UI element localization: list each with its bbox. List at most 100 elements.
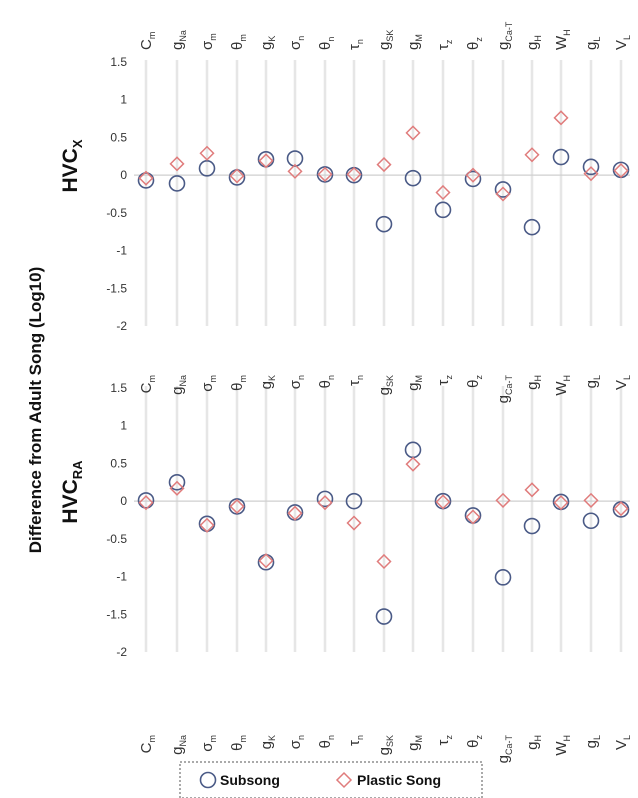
category-base: g <box>495 42 512 50</box>
y-tick-label: 1 <box>120 93 127 107</box>
category-subscript: z <box>474 735 484 740</box>
category-subscript: L <box>622 375 632 380</box>
category-base: g <box>169 42 186 50</box>
category-label-2-1: gNa <box>169 735 188 755</box>
category-base: g <box>169 747 186 755</box>
plastic-song-point <box>346 166 362 182</box>
category-label-0-13: gH <box>524 35 543 50</box>
category-subscript: SK <box>385 735 395 747</box>
category-label-1-6: θn <box>317 375 336 388</box>
category-label-2-10: τz <box>435 735 454 746</box>
category-base: g <box>405 42 422 50</box>
subsong-point <box>137 492 155 509</box>
category-label-1-11: θz <box>465 375 484 388</box>
category-subscript: M <box>414 735 424 743</box>
plastic-song-point <box>435 494 451 510</box>
category-label-1-7: τn <box>346 375 365 386</box>
subsong-point <box>404 169 422 187</box>
category-base: g <box>405 383 422 391</box>
subsong-point <box>168 473 186 491</box>
subsong-point <box>316 490 334 508</box>
category-label-1-16: VL <box>613 375 632 390</box>
category-label-2-14: WH <box>553 735 572 756</box>
category-subscript: L <box>622 735 632 740</box>
plastic-song-point <box>317 495 333 511</box>
panel-label-subscript: X <box>70 139 85 148</box>
category-label-2-9: gM <box>405 735 424 751</box>
category-base: g <box>524 742 541 750</box>
plastic-song-point <box>287 163 303 179</box>
panel-label: HVCX <box>59 139 85 192</box>
category-label-0-4: gK <box>258 36 277 50</box>
category-base: g <box>495 395 512 403</box>
category-label-0-9: gM <box>405 34 424 50</box>
plastic-song-point <box>553 110 569 126</box>
category-base: τ <box>346 740 363 746</box>
category-base: σ <box>199 40 216 50</box>
category-subscript: z <box>444 39 454 44</box>
category-label-0-0: Cm <box>138 32 157 50</box>
plastic-song-point <box>229 168 245 184</box>
category-subscript: K <box>267 375 277 381</box>
category-label-0-1: gNa <box>169 30 188 50</box>
category-subscript: n <box>355 375 365 380</box>
category-label-1-1: gNa <box>169 375 188 395</box>
category-subscript: n <box>355 735 365 740</box>
panel-label-base: HVC <box>59 148 82 192</box>
category-base: θ <box>229 42 246 50</box>
subsong-point <box>375 215 393 233</box>
category-base: σ <box>287 379 304 389</box>
plastic-song-point <box>199 145 215 161</box>
category-label-2-8: gSK <box>376 735 395 755</box>
category-label-2-3: θm <box>229 735 248 751</box>
panel-ra: 1.5 1 0.5 0 -0.5 -1 -1.5 -2 HVCRA <box>59 381 630 659</box>
legend-box <box>179 761 483 798</box>
category-label-1-14: WH <box>553 375 572 396</box>
category-base: C <box>138 39 155 50</box>
category-subscript: z <box>444 735 454 740</box>
category-label-2-5: σn <box>287 735 306 749</box>
category-label-2-6: θn <box>317 735 336 748</box>
category-base: g <box>376 42 393 50</box>
category-label-1-0: Cm <box>138 375 157 393</box>
plastic-song-point <box>258 553 274 569</box>
category-base: W <box>553 741 570 756</box>
category-base: σ <box>199 742 216 752</box>
plastic-song-point <box>524 482 540 498</box>
category-base: τ <box>435 739 452 745</box>
category-label-2-7: τn <box>346 735 365 746</box>
category-subscript: M <box>414 34 424 42</box>
panel-label-subscript: RA <box>70 460 85 479</box>
plastic-song-point <box>376 157 392 173</box>
plastic-song-point <box>376 553 392 570</box>
category-subscript: m <box>238 34 248 42</box>
category-subscript: K <box>267 36 277 42</box>
category-subscript: SK <box>385 30 395 42</box>
category-label-1-3: θm <box>229 375 248 391</box>
category-subscript: m <box>238 375 248 383</box>
y-tick-label: -0.5 <box>106 532 127 546</box>
category-base: θ <box>317 380 334 388</box>
category-base: g <box>524 382 541 390</box>
category-subscript: n <box>296 375 306 380</box>
series-plastic-song <box>138 110 629 202</box>
panel-label: HVCRA <box>59 460 85 524</box>
category-base: τ <box>346 44 363 50</box>
category-subscript: m <box>238 735 248 743</box>
plastic-song-point <box>435 184 451 201</box>
category-base: g <box>376 747 393 755</box>
y-tick-label: -1 <box>116 244 127 258</box>
legend-plastic-label: Plastic Song <box>357 772 441 788</box>
panel-x: 1.5 1 0.5 0 -0.5 -1 -1.5 -2 HVCX <box>59 55 630 333</box>
category-base: θ <box>465 42 482 50</box>
category-base: τ <box>435 379 452 385</box>
category-label-0-2: σm <box>199 33 218 50</box>
category-label-1-12: gCa-T <box>495 374 514 403</box>
category-label-0-11: θz <box>465 37 484 50</box>
category-base: g <box>405 743 422 751</box>
category-label-0-14: WH <box>553 29 572 50</box>
plastic-song-point <box>583 166 599 182</box>
category-subscript: n <box>326 735 336 740</box>
category-label-0-12: gCa-T <box>495 21 514 50</box>
